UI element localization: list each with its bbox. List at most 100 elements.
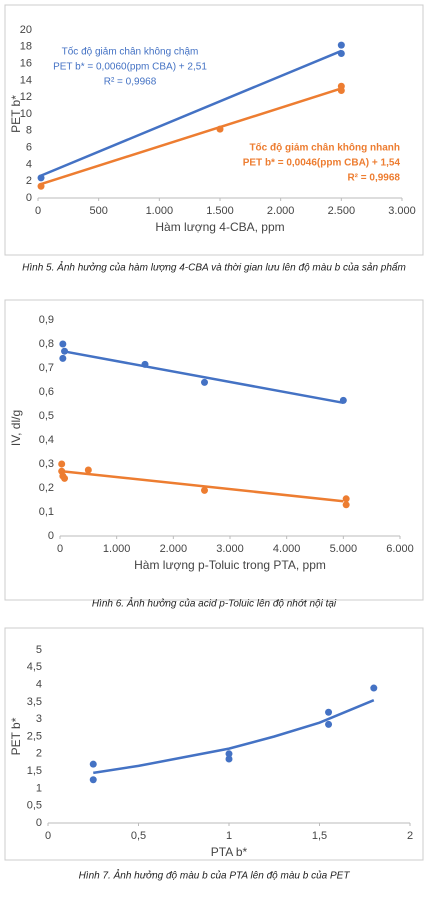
data-point [337,50,345,58]
x-tick-label: 0 [35,205,41,217]
data-point [84,466,92,474]
x-tick-label: 0 [57,543,63,555]
x-tick-label: 1.500 [206,205,234,217]
data-point [342,501,350,509]
x-tick-label: 2.000 [267,205,295,217]
y-tick-label: 0 [36,817,42,829]
data-point [58,460,66,468]
y-tick-label: 8 [26,125,32,137]
data-point [89,760,97,768]
x-tick-label: 2.000 [160,543,188,555]
trend-line [93,699,375,775]
caption: Hình 7. Ảnh hưởng độ màu b của PTA lên đ… [79,869,351,882]
y-tick-label: 0,3 [39,458,54,470]
chart-frame [4,627,424,861]
y-tick-label: 20 [20,24,32,36]
data-point [201,378,208,386]
y-tick-label: 3,5 [27,696,42,708]
x-tick-label: 1.000 [103,543,131,555]
y-tick-label: 0 [26,192,32,204]
data-point [216,125,224,133]
y-tick-label: 0,5 [39,410,54,422]
y-tick-label: 0 [48,530,54,542]
annotation: R² = 0,9968 [104,77,157,88]
data-point [339,396,347,404]
y-axis-label: IV, dl/g [9,410,23,446]
trend-line [62,349,344,405]
y-tick-label: 2 [26,175,32,187]
y-tick-label: 1 [36,782,42,794]
data-point [342,495,350,503]
x-tick-label: 6.000 [386,543,414,555]
y-axis-label: PET b* [9,95,23,133]
x-tick-label: 1.000 [146,205,174,217]
data-point [337,86,345,94]
y-tick-label: 0,2 [39,482,54,494]
x-tick-label: 3.000 [216,543,244,555]
trend-line [40,49,342,177]
data-point [37,182,45,190]
x-axis-label: Hàm lượng p-Toluic trong PTA, ppm [134,558,326,572]
data-point [61,347,69,355]
y-tick-label: 2,5 [27,730,42,742]
y-tick-label: 4 [36,679,42,691]
y-tick-label: 0,6 [39,386,54,398]
data-point [370,684,378,692]
trend-line [40,87,342,186]
y-tick-label: 2 [36,748,42,760]
y-tick-label: 4,5 [27,661,42,673]
chart-frame [4,4,424,256]
y-tick-label: 0,4 [39,434,54,446]
y-tick-label: 16 [20,58,32,70]
data-point [325,720,333,728]
data-point [37,174,45,182]
x-tick-label: 2.500 [328,205,356,217]
annotation: PET b* = 0,0060(ppm CBA) + 2,51 [53,62,207,73]
caption: Hình 5. Ảnh hưởng của hàm lượng 4-CBA và… [22,261,406,274]
y-tick-label: 18 [20,41,32,53]
y-axis-label: PET b* [9,717,23,755]
y-tick-label: 6 [26,142,32,154]
x-tick-label: 0,5 [131,830,146,842]
data-point [337,41,345,49]
trend-line [61,469,344,503]
data-point [225,755,233,763]
x-tick-label: 1 [226,830,232,842]
y-tick-label: 4 [26,158,32,170]
x-tick-label: 0 [45,830,51,842]
y-tick-label: 10 [20,108,32,120]
data-point [325,708,333,716]
y-tick-label: 12 [20,91,32,103]
y-tick-label: 0,8 [39,338,54,350]
chart-frame [4,299,424,601]
y-tick-label: 0,7 [39,362,54,374]
annotation: R² = 0,9968 [347,173,400,184]
data-point [141,360,149,368]
y-tick-label: 0,1 [39,506,54,518]
data-point [59,340,67,348]
y-tick-label: 5 [36,644,42,656]
data-point [201,486,208,494]
data-point [61,474,69,482]
x-axis-label: PTA b* [211,845,248,859]
y-tick-label: 1,5 [27,765,42,777]
annotation: Tốc độ giảm chân không chậm [62,46,199,58]
y-tick-label: 3 [36,713,42,725]
x-tick-label: 2 [407,830,413,842]
x-tick-label: 5.000 [330,543,358,555]
y-tick-label: 0,9 [39,314,54,326]
annotation: Tốc độ giảm chân không nhanh [249,142,400,154]
x-tick-label: 1,5 [312,830,327,842]
x-tick-label: 3.000 [388,205,416,217]
y-tick-label: 0,5 [27,800,42,812]
x-axis-label: Hàm lượng 4-CBA, ppm [155,220,284,234]
data-point [225,750,233,758]
x-tick-label: 500 [89,205,107,217]
caption: Hình 6. Ảnh hưởng của acid p-Toluic lên … [92,597,337,610]
data-point [59,354,67,362]
y-tick-label: 14 [20,74,32,86]
x-tick-label: 4.000 [273,543,301,555]
data-point [89,776,97,784]
